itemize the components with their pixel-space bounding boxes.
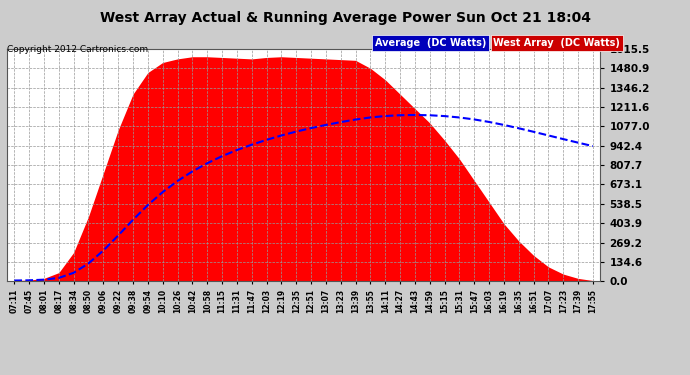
Text: West Array  (DC Watts): West Array (DC Watts)	[493, 38, 620, 48]
Text: Copyright 2012 Cartronics.com: Copyright 2012 Cartronics.com	[7, 45, 148, 54]
Text: West Array Actual & Running Average Power Sun Oct 21 18:04: West Array Actual & Running Average Powe…	[99, 11, 591, 25]
Text: Average  (DC Watts): Average (DC Watts)	[375, 38, 486, 48]
